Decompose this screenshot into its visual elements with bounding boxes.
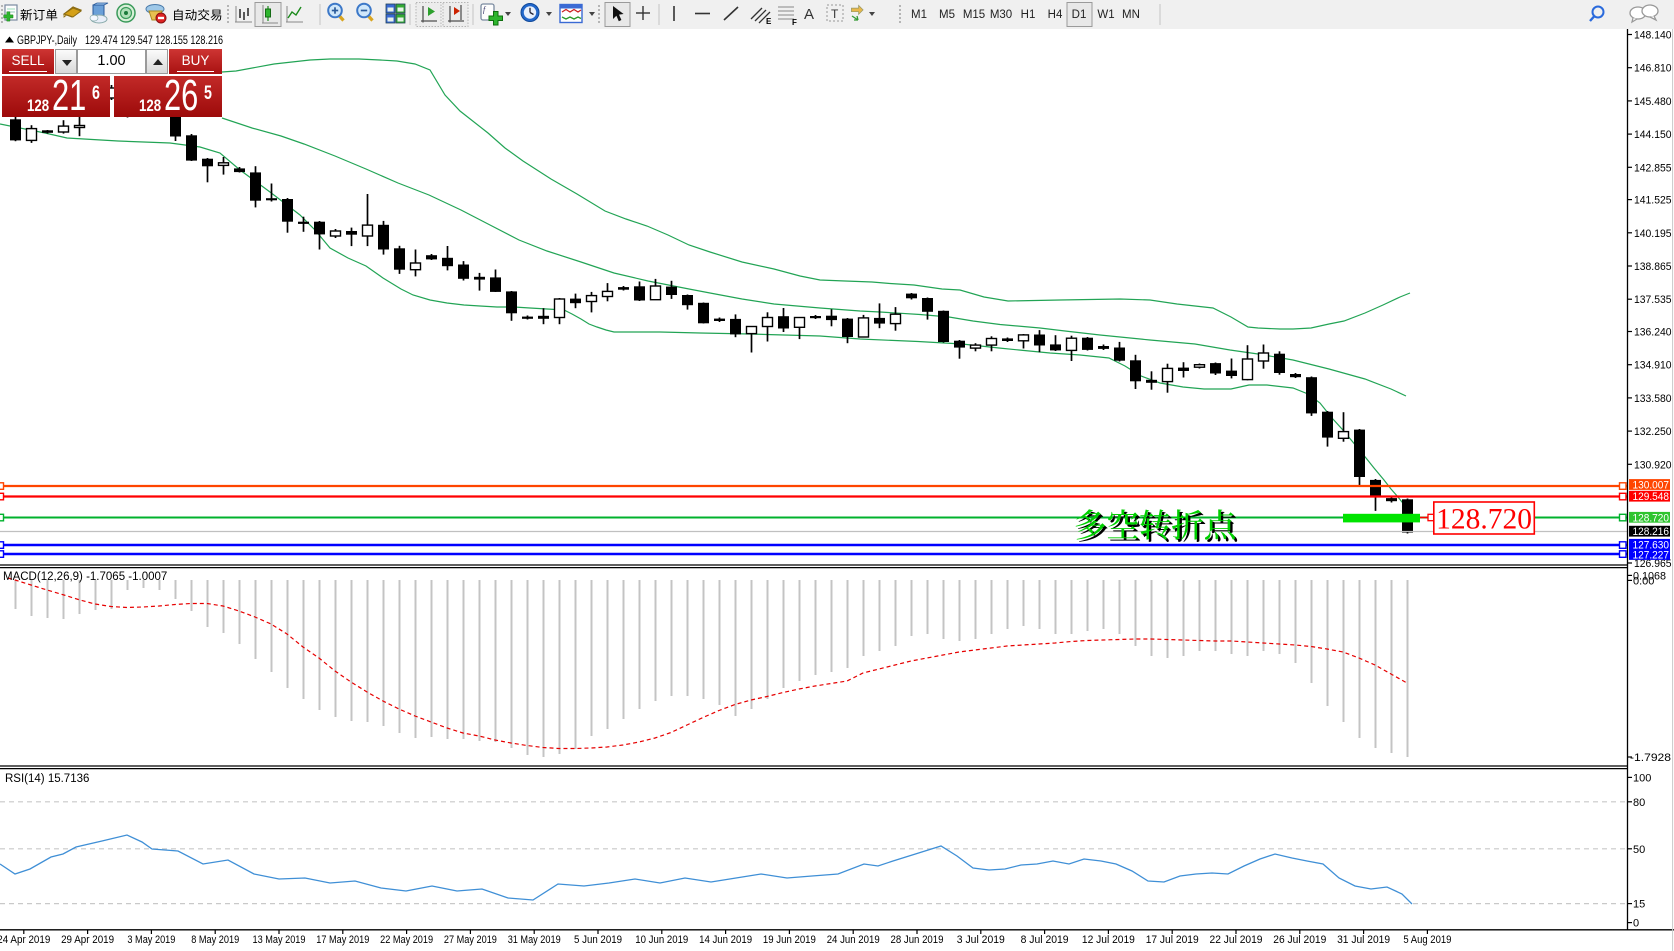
svg-text:A: A [804,6,814,23]
svg-text:127.630: 127.630 [1633,539,1670,551]
svg-text:22 Jul 2019: 22 Jul 2019 [1210,934,1263,946]
svg-text:D1: D1 [1072,9,1087,21]
svg-text:MACD(12,26,9) -1.7065 -1.0007: MACD(12,26,9) -1.7065 -1.0007 [3,571,167,583]
svg-text:MN: MN [1122,9,1140,21]
svg-text:128.720: 128.720 [1436,504,1532,536]
svg-text:E: E [766,17,772,26]
svg-text:12 Jul 2019: 12 Jul 2019 [1082,934,1135,946]
svg-text:142.855: 142.855 [1634,162,1672,174]
svg-text:126.965: 126.965 [1634,558,1672,570]
svg-text:100: 100 [1633,772,1651,784]
svg-text:133.580: 133.580 [1634,393,1672,405]
svg-text:17 Jul 2019: 17 Jul 2019 [1146,934,1199,946]
svg-text:127.227: 127.227 [1633,550,1670,562]
svg-text:24 Jun 2019: 24 Jun 2019 [827,934,880,946]
svg-text:29 Apr 2019: 29 Apr 2019 [61,934,114,946]
svg-text:22 May 2019: 22 May 2019 [380,934,433,946]
svg-text:14 Jun 2019: 14 Jun 2019 [699,934,752,946]
svg-text:138.865: 138.865 [1634,261,1672,273]
svg-text:f: f [483,5,487,14]
svg-text:13 May 2019: 13 May 2019 [253,934,306,946]
svg-text:5 Jun 2019: 5 Jun 2019 [574,934,622,946]
svg-text:RSI(14) 15.7136: RSI(14) 15.7136 [5,773,89,785]
svg-text:145.480: 145.480 [1634,96,1672,108]
svg-text:132.250: 132.250 [1634,426,1672,438]
svg-text:31 Jul 2019: 31 Jul 2019 [1337,934,1390,946]
svg-text:3 May 2019: 3 May 2019 [127,934,175,946]
svg-text:M5: M5 [939,9,955,21]
svg-text:-1.7928: -1.7928 [1630,752,1671,764]
svg-text:24 Apr 2019: 24 Apr 2019 [0,934,50,946]
svg-text:GBPJPY-,Daily: GBPJPY-,Daily [17,33,77,47]
svg-text:0.00: 0.00 [1633,575,1654,587]
svg-text:140.195: 140.195 [1634,228,1672,240]
svg-text:T: T [831,7,839,21]
svg-text:148.140: 148.140 [1634,30,1672,42]
svg-text:129.548: 129.548 [1633,491,1670,503]
svg-text:W1: W1 [1097,9,1114,21]
svg-text:130.007: 130.007 [1633,480,1670,492]
svg-text:17 May 2019: 17 May 2019 [316,934,369,946]
svg-text:10 Jun 2019: 10 Jun 2019 [635,934,688,946]
svg-text:128.720: 128.720 [1633,512,1670,524]
svg-text:0.1068: 0.1068 [1633,570,1666,582]
svg-text:31 May 2019: 31 May 2019 [508,934,561,946]
svg-text:H4: H4 [1048,9,1063,21]
svg-text:130.920: 130.920 [1634,459,1672,471]
svg-text:128.216: 128.216 [1633,526,1670,538]
svg-text:80: 80 [1633,797,1645,809]
svg-text:141.525: 141.525 [1634,195,1672,207]
svg-text:3 Jul 2019: 3 Jul 2019 [957,934,1005,946]
svg-text:8 May 2019: 8 May 2019 [191,934,239,946]
svg-text:28 Jun 2019: 28 Jun 2019 [891,934,944,946]
svg-text:H1: H1 [1021,9,1036,21]
svg-text:F: F [792,18,797,27]
svg-text:50: 50 [1633,844,1645,856]
svg-text:15: 15 [1633,899,1645,911]
svg-text:M15: M15 [963,9,985,21]
svg-text:M30: M30 [990,9,1012,21]
svg-text:144.150: 144.150 [1634,129,1672,141]
svg-text:134.910: 134.910 [1634,360,1672,372]
svg-text:19 Jun 2019: 19 Jun 2019 [763,934,816,946]
svg-text:8 Jul 2019: 8 Jul 2019 [1021,934,1069,946]
svg-text:0: 0 [1633,918,1639,930]
svg-text:137.535: 137.535 [1634,294,1672,306]
svg-text:129.474 129.547 128.155 128.21: 129.474 129.547 128.155 128.216 [85,33,223,47]
svg-text:26 Jul 2019: 26 Jul 2019 [1273,934,1326,946]
svg-text:5 Aug 2019: 5 Aug 2019 [1403,934,1451,946]
svg-text:146.810: 146.810 [1634,63,1672,75]
svg-text:M1: M1 [911,9,927,21]
svg-text:136.240: 136.240 [1634,327,1672,339]
svg-text:27 May 2019: 27 May 2019 [444,934,497,946]
